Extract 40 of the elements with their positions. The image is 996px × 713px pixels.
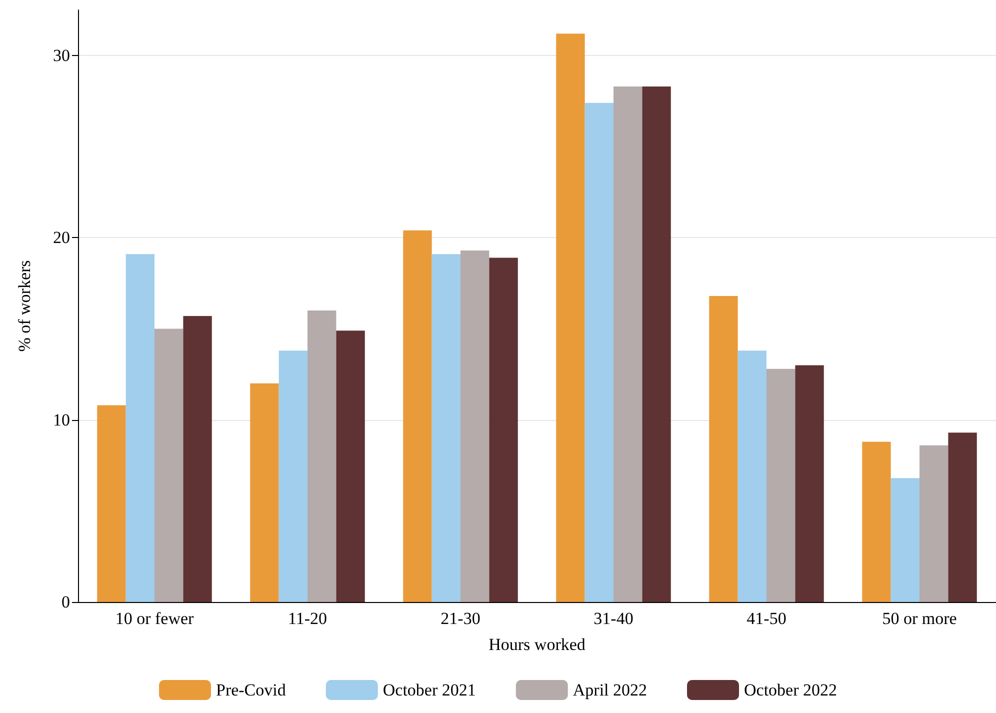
- bar: [126, 254, 154, 602]
- bar: [250, 383, 279, 602]
- bar: [460, 250, 490, 602]
- legend-label: April 2022: [572, 680, 648, 700]
- bar: [432, 254, 460, 602]
- bar: [738, 350, 766, 602]
- bar: [489, 258, 518, 602]
- bar: [154, 328, 184, 602]
- x-tick-label: 11-20: [288, 609, 328, 628]
- bar: [890, 478, 920, 602]
- y-tick-label: 20: [53, 228, 70, 248]
- x-tick-label: 21-30: [440, 609, 480, 628]
- bar: [403, 230, 432, 602]
- bar: [642, 86, 671, 602]
- x-tick-label: 41-50: [746, 609, 786, 628]
- bar: [308, 310, 336, 602]
- bar: [584, 102, 614, 602]
- bar: [336, 330, 365, 602]
- x-tick-label: 50 or more: [882, 609, 957, 628]
- bar: [948, 432, 977, 602]
- bar: [614, 86, 642, 602]
- x-tick-label: 10 or fewer: [115, 609, 194, 628]
- bar: [862, 442, 891, 602]
- bar: [556, 34, 585, 602]
- y-tick-label: 30: [53, 46, 70, 66]
- bar: [766, 368, 796, 602]
- bar: [278, 350, 308, 602]
- legend-label: October 2021: [382, 680, 476, 700]
- x-axis-title: Hours worked: [488, 635, 586, 654]
- y-axis-title: % of workers: [15, 260, 34, 352]
- bar: [183, 316, 212, 602]
- y-tick-label: 10: [53, 410, 70, 430]
- legend-label: October 2022: [744, 680, 838, 700]
- bar: [97, 405, 126, 602]
- bar: [709, 296, 738, 602]
- legend-label: Pre-Covid: [216, 680, 286, 700]
- bar: [795, 365, 824, 602]
- y-tick-label: 0: [62, 592, 70, 612]
- bar: [920, 445, 948, 602]
- x-tick-label: 31-40: [594, 609, 634, 628]
